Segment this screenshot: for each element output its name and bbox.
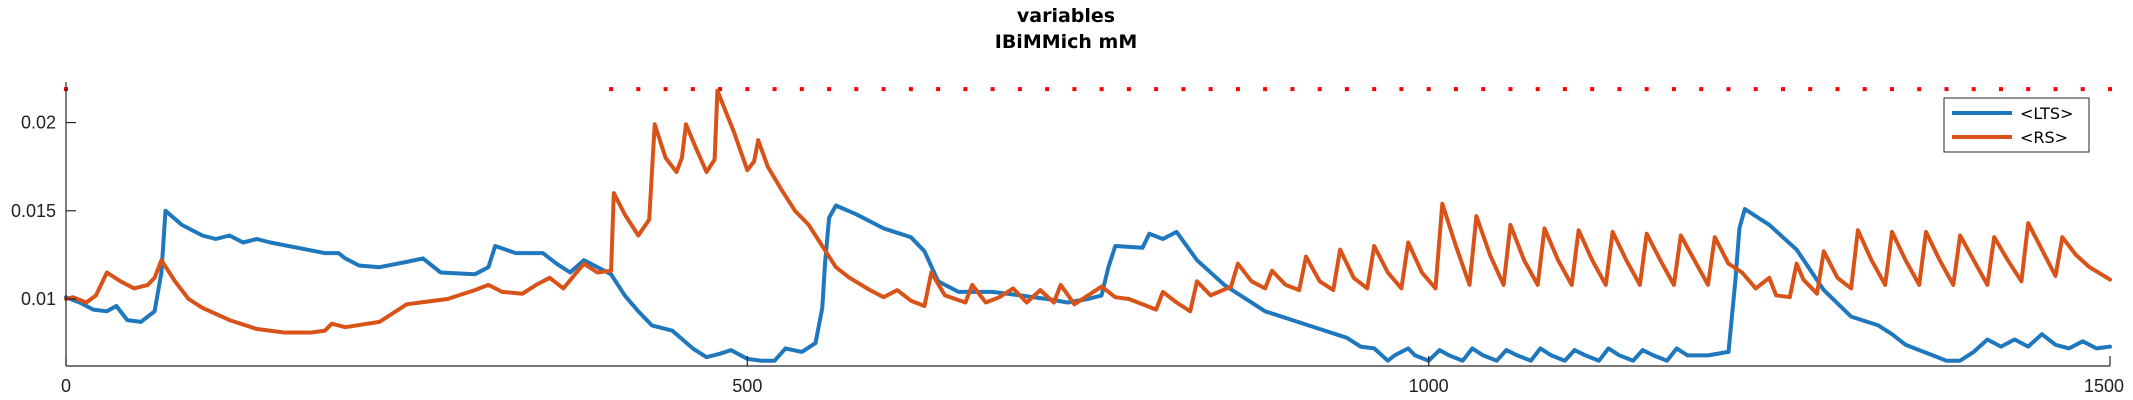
marker-point [1590, 87, 1595, 92]
marker-point [636, 87, 641, 92]
x-tick-label: 500 [732, 376, 762, 396]
marker-point [1971, 87, 1976, 92]
marker-point [1045, 87, 1050, 92]
marker-point [1808, 87, 1813, 92]
legend: <LTS> <RS> [1943, 97, 2090, 153]
marker-point [1726, 87, 1731, 92]
chart-subtitle: IBiMMich mM [995, 31, 1138, 53]
legend-label-rs: <RS> [2020, 128, 2068, 147]
x-tick-label: 0 [61, 376, 71, 396]
marker-point [1126, 87, 1131, 92]
marker-point [1208, 87, 1213, 92]
marker-point [1862, 87, 1867, 92]
marker-point [881, 87, 886, 92]
marker-point [1617, 87, 1622, 92]
marker-point [936, 87, 941, 92]
axis-ticks: 0 500 1000 1500 0.01 0.015 0.02 [11, 113, 2124, 396]
marker-point [963, 87, 968, 92]
x-tick-label: 1500 [2084, 376, 2124, 396]
marker-point [1290, 87, 1295, 92]
marker-point [745, 87, 750, 92]
marker-point [1344, 87, 1349, 92]
marker-point [609, 87, 614, 92]
marker-point [827, 87, 832, 92]
marker-point [718, 87, 723, 92]
marker-point [663, 87, 668, 92]
marker-point [1835, 87, 1840, 92]
series-line-lts [64, 203, 2112, 363]
marker-point [1917, 87, 1922, 92]
marker-point [908, 87, 913, 92]
marker-point [1699, 87, 1704, 92]
legend-box [1943, 97, 2090, 153]
marker-point [1399, 87, 1404, 92]
marker-point [1017, 87, 1022, 92]
legend-label-lts: <LTS> [2020, 104, 2073, 123]
marker-point [1453, 87, 1458, 92]
series-line-rs [64, 88, 2112, 335]
marker-point [1099, 87, 1104, 92]
marker-point [1154, 87, 1159, 92]
marker-point [772, 87, 777, 92]
marker-point [1944, 87, 1949, 92]
marker-point [1508, 87, 1513, 92]
marker-point [1753, 87, 1758, 92]
marker-point [1890, 87, 1894, 92]
marker-point [2108, 87, 2112, 92]
marker-series [64, 87, 2112, 92]
marker-point [990, 87, 995, 92]
marker-point [1671, 87, 1676, 92]
marker-point [690, 87, 695, 92]
marker-point [1235, 87, 1240, 92]
marker-point [1535, 87, 1540, 92]
x-tick-label: 1000 [1409, 376, 1449, 396]
marker-point [1781, 87, 1785, 92]
marker-point [1426, 87, 1431, 92]
marker-point [1317, 87, 1322, 92]
y-tick-label: 0.01 [21, 289, 56, 309]
marker-point [1263, 87, 1268, 92]
marker-point [1072, 87, 1077, 92]
series-group [64, 88, 2112, 363]
marker-point [2026, 87, 2031, 92]
marker-point [854, 87, 859, 92]
marker-point [2053, 87, 2058, 92]
marker-point [1372, 87, 1377, 92]
marker-point [1181, 87, 1186, 92]
marker-point [1999, 87, 2003, 92]
y-tick-label: 0.02 [21, 113, 56, 133]
chart-title: variables [1017, 5, 1115, 27]
marker-point [1644, 87, 1649, 92]
y-tick-label: 0.015 [11, 201, 56, 221]
marker-point [799, 87, 804, 92]
marker-point [2080, 87, 2085, 92]
marker-point [1481, 87, 1486, 92]
marker-point [1562, 87, 1567, 92]
